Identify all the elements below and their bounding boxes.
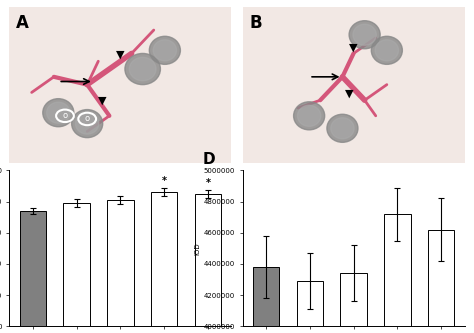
Bar: [151, 192, 177, 326]
Text: o: o: [84, 115, 90, 124]
Text: A: A: [16, 14, 29, 32]
Ellipse shape: [149, 36, 181, 64]
Text: ▼: ▼: [99, 95, 107, 105]
Ellipse shape: [327, 114, 358, 142]
Ellipse shape: [298, 105, 321, 126]
Y-axis label: IOD: IOD: [195, 242, 201, 255]
Bar: [64, 203, 90, 326]
Ellipse shape: [349, 21, 380, 49]
Text: *: *: [162, 176, 167, 186]
Ellipse shape: [353, 24, 376, 45]
Bar: [253, 267, 279, 333]
Ellipse shape: [371, 36, 402, 64]
Text: B: B: [249, 14, 262, 32]
Ellipse shape: [43, 99, 74, 127]
Ellipse shape: [331, 118, 354, 139]
Ellipse shape: [293, 102, 325, 130]
Text: ▼: ▼: [116, 50, 125, 60]
Bar: [340, 273, 367, 333]
Bar: [428, 230, 455, 333]
Bar: [297, 281, 323, 333]
Ellipse shape: [75, 113, 99, 134]
Ellipse shape: [153, 40, 176, 61]
Bar: [107, 200, 134, 326]
Bar: [384, 214, 410, 333]
Text: ▼: ▼: [345, 89, 353, 99]
Bar: [195, 194, 221, 326]
Bar: [19, 211, 46, 326]
Text: *: *: [206, 177, 211, 187]
Ellipse shape: [46, 102, 70, 123]
Ellipse shape: [129, 57, 156, 81]
Ellipse shape: [375, 40, 399, 61]
Ellipse shape: [125, 53, 160, 85]
Text: o: o: [63, 111, 67, 120]
Ellipse shape: [72, 110, 103, 138]
Text: ▼: ▼: [349, 42, 358, 52]
Text: D: D: [202, 152, 215, 167]
